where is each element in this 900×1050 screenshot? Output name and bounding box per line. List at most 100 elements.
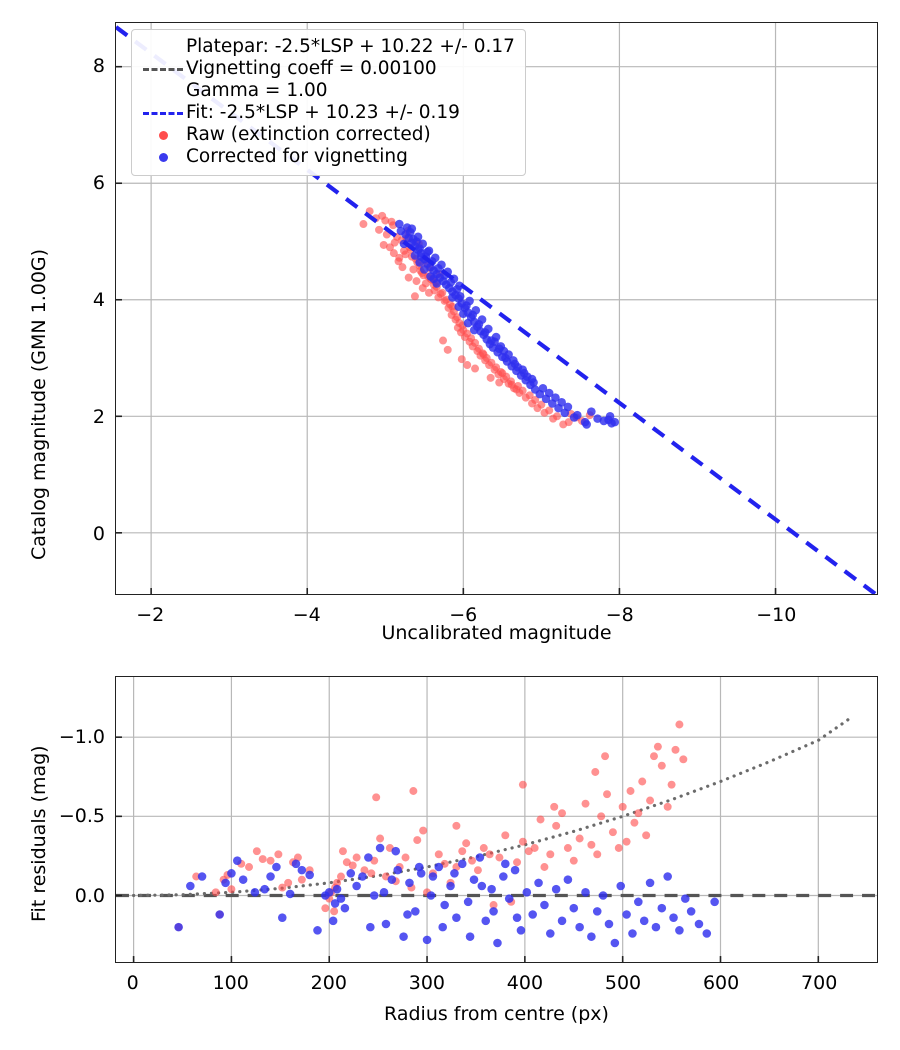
data-point [537,400,546,409]
data-point [401,853,410,862]
data-point [551,393,560,402]
data-point [591,768,600,776]
data-point [522,888,532,897]
data-point [552,821,561,830]
data-point [702,929,712,938]
photometric-calibration-canvas [116,23,877,594]
data-point [587,840,596,849]
data-point [398,263,407,272]
data-point [443,345,452,354]
data-point [610,938,620,948]
data-point [686,907,696,916]
legend-entry-raw: Raw (extinction corrected) [140,124,515,146]
data-point [657,903,667,913]
data-point [564,418,573,427]
data-point [563,402,573,412]
top-panel-xlabel: Uncalibrated magnitude [381,622,612,644]
data-point [465,296,474,306]
data-point [227,885,236,894]
data-point [277,913,287,922]
data-point [438,288,447,297]
x-tick-label: 300 [408,972,445,994]
data-point [474,344,483,353]
data-point [396,226,406,236]
data-point [499,872,508,881]
data-point [610,417,620,427]
fit-line [116,25,877,594]
data-point [278,883,287,892]
data-point [523,372,532,381]
data-point [297,865,307,875]
data-point [651,922,661,932]
data-point [463,897,473,907]
data-point [540,863,549,871]
data-point [477,315,487,324]
data-point [628,929,637,938]
data-point [468,856,477,865]
data-point [432,279,442,288]
y-tick-label: −0.5 [58,805,105,828]
data-point [375,225,384,234]
data-point [330,899,340,908]
y-tick-label: 4 [92,288,105,311]
data-point [553,412,561,421]
data-point [622,910,631,919]
data-point [352,881,361,891]
y-tick-label: 8 [92,54,105,77]
data-point [518,837,527,846]
data-point [305,870,314,880]
data-point [518,780,527,789]
data-point [407,224,417,233]
fit-residuals-canvas [116,677,877,962]
data-point [569,856,578,865]
x-tick-label: 500 [604,972,642,994]
legend-label-corrected: Corrected for vignetting [186,146,408,167]
data-point [340,903,350,913]
data-point [645,878,655,888]
data-point [358,872,367,881]
data-point [512,913,522,922]
series-corrected [174,843,719,948]
data-point [493,938,502,948]
x-tick-label: −2 [136,604,165,626]
data-point [545,406,554,415]
data-point [372,793,381,802]
data-point [663,872,672,881]
data-point [597,812,606,821]
data-point [387,875,397,884]
data-point [618,802,627,811]
data-point [379,888,389,897]
data-point [379,241,388,249]
data-point [211,888,220,897]
bottom-panel-xlabel: Radius from centre (px) [384,1003,609,1025]
data-point [622,837,631,846]
data-point [457,859,467,869]
data-point [679,755,688,764]
data-point [215,910,224,919]
data-point [492,363,501,372]
data-point [359,220,368,229]
data-point [394,257,403,266]
data-point [495,853,504,862]
data-point [557,398,566,407]
data-point [667,780,676,789]
data-point [616,881,626,891]
data-point [413,836,422,845]
data-point [558,809,567,818]
data-point [642,831,651,840]
data-point [410,251,420,260]
y-tick-label: −1.0 [58,725,105,748]
data-point [489,907,498,916]
data-point [473,866,482,875]
data-point [575,834,584,843]
data-point [426,891,436,900]
data-point [336,872,345,881]
data-point [454,302,463,312]
data-point [563,844,572,852]
data-point [426,272,435,281]
bottom-panel-ylabel: Fit residuals (mag) [28,745,50,922]
data-point [572,410,582,420]
data-point [419,826,428,835]
data-point [448,302,457,311]
data-point [367,869,376,878]
